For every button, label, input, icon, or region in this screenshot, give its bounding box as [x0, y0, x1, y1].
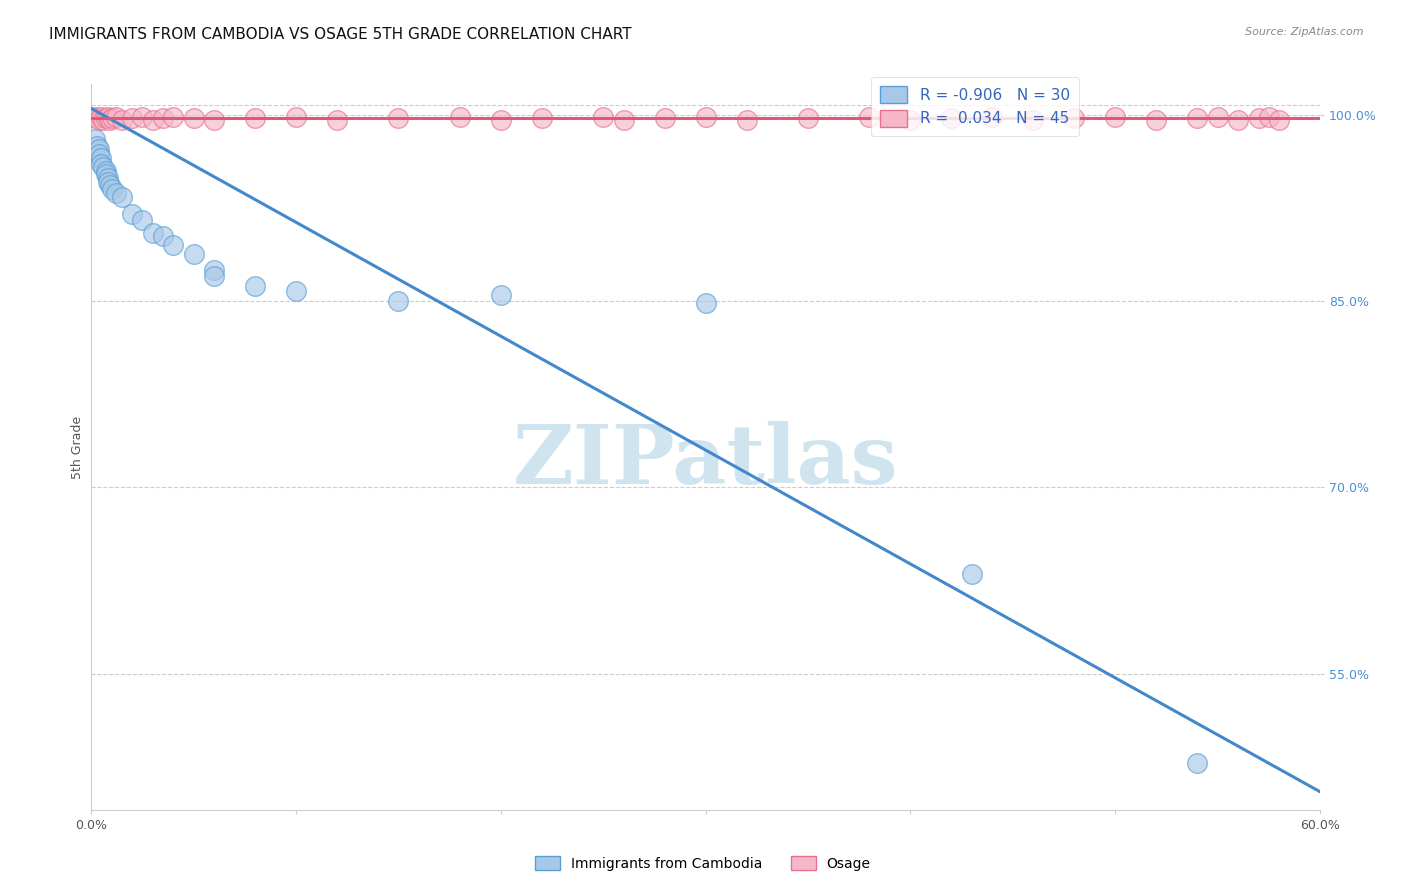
Point: [202, 269, 225, 284]
Point: [111, 112, 134, 127]
Point: [90, 151, 112, 165]
Point: [84, 132, 107, 146]
Point: [93, 160, 115, 174]
Point: [695, 110, 717, 124]
Point: [142, 112, 165, 127]
Point: [94, 112, 117, 126]
Point: [104, 186, 127, 200]
Point: [1268, 112, 1291, 127]
Point: [797, 112, 820, 126]
Point: [89, 147, 111, 161]
Text: ZIPatlas: ZIPatlas: [513, 422, 898, 501]
Point: [1227, 112, 1250, 127]
Point: [162, 110, 184, 124]
Point: [152, 112, 174, 126]
Point: [98, 112, 121, 127]
Point: [111, 189, 134, 203]
Point: [94, 163, 117, 178]
Point: [613, 112, 636, 127]
Point: [90, 110, 112, 124]
Point: [285, 110, 308, 124]
Point: [131, 213, 153, 227]
Point: [981, 110, 1004, 124]
Point: [97, 171, 120, 186]
Point: [530, 112, 553, 126]
Point: [1257, 110, 1279, 124]
Point: [98, 178, 121, 193]
Point: [489, 287, 512, 301]
Point: [695, 296, 717, 310]
Point: [131, 110, 153, 124]
Point: [202, 263, 225, 277]
Point: [100, 182, 122, 196]
Point: [90, 157, 112, 171]
Point: [202, 112, 225, 127]
Legend: Immigrants from Cambodia, Osage: Immigrants from Cambodia, Osage: [530, 850, 876, 876]
Point: [243, 279, 266, 293]
Point: [86, 138, 108, 153]
Point: [449, 110, 471, 124]
Point: [387, 293, 409, 308]
Point: [285, 284, 308, 298]
Point: [1022, 112, 1045, 127]
Point: [960, 567, 983, 582]
Point: [592, 110, 614, 124]
Point: [104, 110, 127, 124]
Point: [1063, 112, 1085, 126]
Point: [183, 246, 205, 260]
Point: [93, 112, 115, 127]
Point: [121, 207, 143, 221]
Point: [1144, 112, 1167, 127]
Text: Source: ZipAtlas.com: Source: ZipAtlas.com: [1246, 27, 1364, 37]
Point: [94, 167, 117, 181]
Point: [152, 229, 174, 244]
Point: [326, 112, 349, 127]
Point: [1185, 756, 1208, 771]
Legend: R = -0.906   N = 30, R =  0.034   N = 45: R = -0.906 N = 30, R = 0.034 N = 45: [870, 77, 1078, 136]
Point: [387, 112, 409, 126]
Point: [84, 110, 107, 124]
Point: [183, 112, 205, 126]
Point: [1247, 112, 1270, 126]
Point: [489, 112, 512, 127]
Point: [1104, 110, 1126, 124]
Point: [89, 142, 111, 156]
Point: [1206, 110, 1229, 124]
Point: [100, 112, 122, 126]
Point: [86, 112, 108, 126]
Point: [121, 112, 143, 126]
Point: [97, 175, 120, 189]
Point: [97, 110, 120, 124]
Y-axis label: 5th Grade: 5th Grade: [72, 416, 84, 478]
Point: [89, 112, 111, 127]
Point: [858, 110, 880, 124]
Text: IMMIGRANTS FROM CAMBODIA VS OSAGE 5TH GRADE CORRELATION CHART: IMMIGRANTS FROM CAMBODIA VS OSAGE 5TH GR…: [49, 27, 631, 42]
Point: [1185, 112, 1208, 126]
Point: [243, 112, 266, 126]
Point: [735, 112, 758, 127]
Point: [941, 112, 963, 126]
Point: [162, 238, 184, 252]
Point: [900, 112, 922, 127]
Point: [142, 226, 165, 240]
Point: [654, 112, 676, 126]
